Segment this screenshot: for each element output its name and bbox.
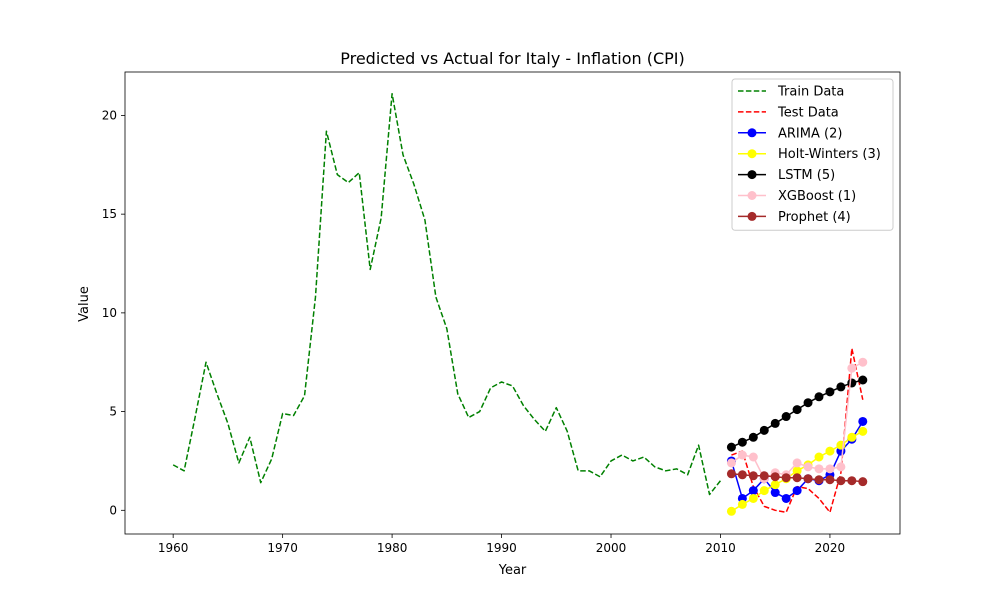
data-point-prophet-4 [814,475,824,485]
data-point-lstm-5 [803,398,813,408]
legend-marker-arima-2 [747,128,757,138]
y-axis-label: Value [77,286,92,322]
x-tick-label: 2010 [705,541,736,555]
data-point-lstm-5 [748,432,758,442]
data-point-arima-2 [858,416,868,426]
data-point-xgboost-1 [792,458,802,468]
data-point-prophet-4 [748,471,758,481]
data-point-arima-2 [770,488,780,498]
data-point-holt-winters-3 [726,506,736,516]
y-tick-label: 10 [102,306,117,320]
data-point-arima-2 [781,493,791,503]
legend-box [731,78,894,231]
x-tick-label: 1990 [486,541,517,555]
y-tick-label: 5 [109,405,117,419]
data-point-prophet-4 [737,470,747,480]
x-axis-label: Year [498,563,527,578]
data-point-arima-2 [748,486,758,496]
data-point-prophet-4 [858,477,868,487]
data-point-prophet-4 [759,471,769,481]
legend-label-test-data: Test Data [777,105,839,120]
plot-series [172,92,868,516]
legend-label-lstm-5: LSTM (5) [778,168,835,183]
data-point-prophet-4 [726,469,736,479]
data-point-lstm-5 [737,437,747,447]
legend-label-holt-winters-3: Holt-Winters (3) [778,147,881,162]
data-point-holt-winters-3 [825,446,835,456]
legend-marker-prophet-4 [747,211,757,221]
legend-label-prophet-4: Prophet (4) [778,210,851,225]
plot-frame [124,71,901,535]
data-point-arima-2 [792,486,802,496]
data-point-xgboost-1 [858,357,868,367]
legend-marker-lstm-5 [747,170,757,180]
data-point-prophet-4 [803,474,813,484]
data-point-holt-winters-3 [847,432,857,442]
series-line-train-data [172,92,722,496]
data-point-lstm-5 [726,442,736,452]
data-point-prophet-4 [792,473,802,483]
data-point-prophet-4 [770,472,780,482]
y-tick-label: 20 [102,108,117,122]
data-point-xgboost-1 [836,462,846,472]
data-point-lstm-5 [825,387,835,397]
data-point-lstm-5 [759,425,769,435]
data-point-lstm-5 [781,412,791,422]
x-tick-label: 1980 [377,541,408,555]
x-tick-label: 1960 [158,541,189,555]
data-point-holt-winters-3 [759,486,769,496]
chart-title: Predicted vs Actual for Italy - Inflatio… [340,49,685,68]
data-point-lstm-5 [836,382,846,392]
data-point-holt-winters-3 [737,499,747,509]
legend-label-train-data: Train Data [777,85,844,100]
legend-marker-holt-winters-3 [747,149,757,159]
data-point-lstm-5 [858,375,868,385]
data-point-holt-winters-3 [814,452,824,462]
legend-label-arima-2: ARIMA (2) [778,126,842,141]
legend-label-xgboost-1: XGBoost (1) [778,189,856,204]
x-tick-label: 2020 [815,541,846,555]
data-point-lstm-5 [770,418,780,428]
data-point-xgboost-1 [726,458,736,468]
y-tick-label: 0 [109,503,117,517]
data-point-prophet-4 [825,475,835,485]
data-point-xgboost-1 [803,462,813,472]
y-tick-label: 15 [102,207,117,221]
data-point-holt-winters-3 [858,426,868,436]
data-point-xgboost-1 [737,450,747,460]
data-point-xgboost-1 [825,464,835,474]
data-point-lstm-5 [814,392,824,402]
data-point-holt-winters-3 [792,466,802,476]
data-point-lstm-5 [792,405,802,415]
data-point-holt-winters-3 [770,480,780,490]
data-point-xgboost-1 [748,452,758,462]
data-point-prophet-4 [847,476,857,486]
data-point-xgboost-1 [847,363,857,373]
data-point-prophet-4 [836,476,846,486]
x-tick-label: 1970 [267,541,298,555]
legend-marker-xgboost-1 [747,191,757,200]
legend: Train Data Test Data ARIMA (2) Holt-Winters… [731,78,894,231]
x-tick-label: 2000 [596,541,627,555]
data-point-lstm-5 [847,378,857,388]
data-point-holt-winters-3 [748,493,758,503]
axes: 1960 1970 1980 1990 2000 2010 2020 0 5 10 15 20 [102,71,901,555]
data-point-xgboost-1 [814,464,824,474]
data-point-prophet-4 [781,473,791,483]
